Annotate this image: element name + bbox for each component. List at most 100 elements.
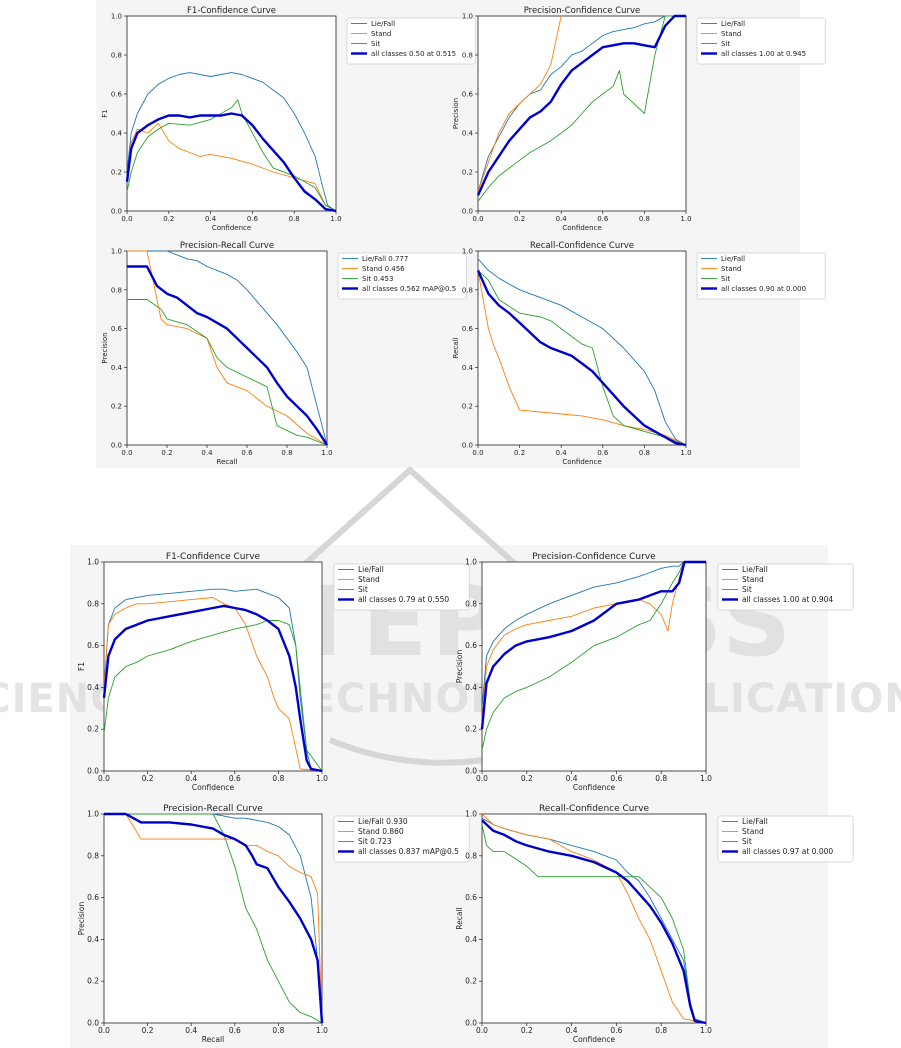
y-tick-label: 1.0 [465, 810, 477, 819]
x-tick-label: 0.8 [281, 449, 292, 457]
chart-title: Precision-Recall Curve [180, 241, 274, 251]
legend-label: all classes 0.837 mAP@0.5 [358, 847, 459, 856]
plot-area [477, 250, 687, 446]
x-tick-label: 1.0 [316, 774, 328, 783]
legend-label: all classes 0.90 at 0.000 [721, 285, 806, 293]
legend-label: all classes 0.79 at 0.550 [358, 595, 449, 604]
x-axis-label: Recall [202, 1035, 224, 1044]
x-axis-label: Recall [217, 458, 238, 466]
series-line [481, 819, 707, 1025]
series-line [126, 72, 337, 212]
x-tick-label: 0.8 [272, 1026, 284, 1035]
plot-area [103, 561, 323, 772]
legend-label: all classes 0.50 at 0.515 [371, 50, 456, 58]
chart-3: 0.00.0 0.2 0.2 0.4 0.4 0.6 0.6 0.8 0.8 1.0 1.0 Prec… [101, 241, 467, 466]
series-line [125, 112, 337, 213]
plot-area [103, 813, 323, 1024]
x-tick-label: 0.4 [566, 1026, 578, 1035]
series-line [481, 824, 707, 1024]
y-tick-label: 0.6 [111, 91, 123, 99]
legend-label: Lie/Fall [721, 20, 745, 28]
series-line [127, 250, 328, 446]
series-line [103, 620, 323, 772]
series-line [102, 604, 323, 773]
y-tick-label: 0.4 [462, 130, 474, 138]
y-tick-label: 0.4 [87, 935, 99, 944]
x-tick-label: 0.4 [185, 774, 197, 783]
x-tick-label: 0.6 [597, 215, 609, 223]
y-tick-label: 0.8 [465, 851, 477, 860]
chart-8: 0.00.0 0.2 0.2 0.4 0.4 0.6 0.6 0.8 0.8 1.0 1.0 Reca… [455, 804, 854, 1044]
legend-label: Lie/Fall [742, 565, 768, 574]
y-tick-label: 1.0 [111, 248, 122, 256]
plot-area [126, 250, 328, 446]
x-tick-label: 0.8 [289, 215, 300, 223]
series-line [476, 14, 686, 196]
y-axis-label: Precision [77, 902, 86, 936]
chart-title: Precision-Confidence Curve [532, 552, 656, 562]
x-axis-label: Confidence [573, 1035, 616, 1044]
legend-label: Sit [721, 40, 730, 48]
chart-title: Precision-Recall Curve [163, 804, 263, 814]
chart-5: 0.00.0 0.2 0.2 0.4 0.4 0.6 0.6 0.8 0.8 1.0 1.0 F1-C… [77, 552, 470, 792]
y-axis-label: F1 [77, 662, 86, 671]
legend-box [717, 563, 854, 611]
plot-area [481, 813, 707, 1024]
y-tick-label: 0.2 [87, 977, 99, 986]
series-line [481, 561, 706, 709]
x-tick-label: 0.0 [476, 1026, 488, 1035]
series-line [127, 250, 328, 446]
x-tick-label: 0.6 [241, 449, 253, 457]
plot-area [481, 561, 707, 772]
x-tick-label: 0.2 [521, 774, 533, 783]
legend-label: Stand 0.860 [358, 827, 404, 836]
x-tick-label: 0.4 [205, 215, 217, 223]
x-tick-label: 1.0 [700, 774, 712, 783]
chart-title: Precision-Confidence Curve [524, 6, 641, 16]
y-tick-label: 0.4 [111, 364, 123, 372]
y-tick-label: 0.6 [111, 325, 123, 333]
series-line [480, 560, 706, 730]
y-axis-label: F1 [101, 109, 109, 117]
legend-label: Lie/Fall [721, 255, 745, 263]
x-tick-label: 0.6 [610, 774, 622, 783]
x-tick-label: 0.4 [566, 774, 578, 783]
y-tick-label: 0.4 [465, 935, 477, 944]
x-tick-label: 1.0 [700, 1026, 712, 1035]
legend-label: Stand [358, 575, 380, 584]
y-tick-label: 0.6 [87, 893, 99, 902]
x-tick-label: 0.6 [229, 774, 241, 783]
series-line [477, 15, 686, 192]
x-tick-label: 0.0 [476, 774, 488, 783]
y-tick-label: 0.2 [465, 725, 477, 734]
series-line [477, 270, 687, 446]
x-tick-label: 0.2 [163, 215, 174, 223]
legend-label: Stand [721, 30, 741, 38]
legend-box [346, 17, 476, 65]
x-tick-label: 0.8 [655, 1026, 667, 1035]
chart-7: 0.00.0 0.2 0.2 0.4 0.4 0.6 0.6 0.8 0.8 1.0 1.0 Prec… [77, 804, 470, 1044]
series-line [477, 15, 686, 202]
chart-2: 0.00.0 0.2 0.2 0.4 0.4 0.6 0.6 0.8 0.8 1.0 1.0 Prec… [452, 6, 826, 232]
x-tick-label: 0.0 [98, 774, 110, 783]
y-tick-label: 0.4 [111, 130, 123, 138]
legend-box [696, 17, 826, 65]
y-tick-label: 0.4 [87, 683, 99, 692]
chart-1: 0.00.00.20.20.40.40.60.60.80.81.01.0F1-C… [101, 6, 476, 232]
y-tick-label: 0.4 [462, 364, 474, 372]
y-axis-label: Recall [452, 338, 460, 359]
series-line [477, 258, 687, 446]
series-line [127, 265, 329, 446]
series-line [127, 299, 328, 446]
y-tick-label: 0.0 [465, 1019, 477, 1028]
y-tick-label: 0.8 [462, 286, 473, 294]
x-tick-label: 0.2 [142, 1026, 154, 1035]
x-tick-label: 0.0 [472, 215, 483, 223]
chart-title: F1-Confidence Curve [166, 552, 261, 562]
legend-label: all classes 1.00 at 0.945 [721, 50, 806, 58]
legend-label: Sit [721, 275, 730, 283]
x-tick-label: 1.0 [680, 449, 691, 457]
x-tick-label: 0.0 [472, 449, 483, 457]
y-tick-label: 0.0 [462, 442, 473, 450]
x-tick-label: 0.8 [655, 774, 667, 783]
